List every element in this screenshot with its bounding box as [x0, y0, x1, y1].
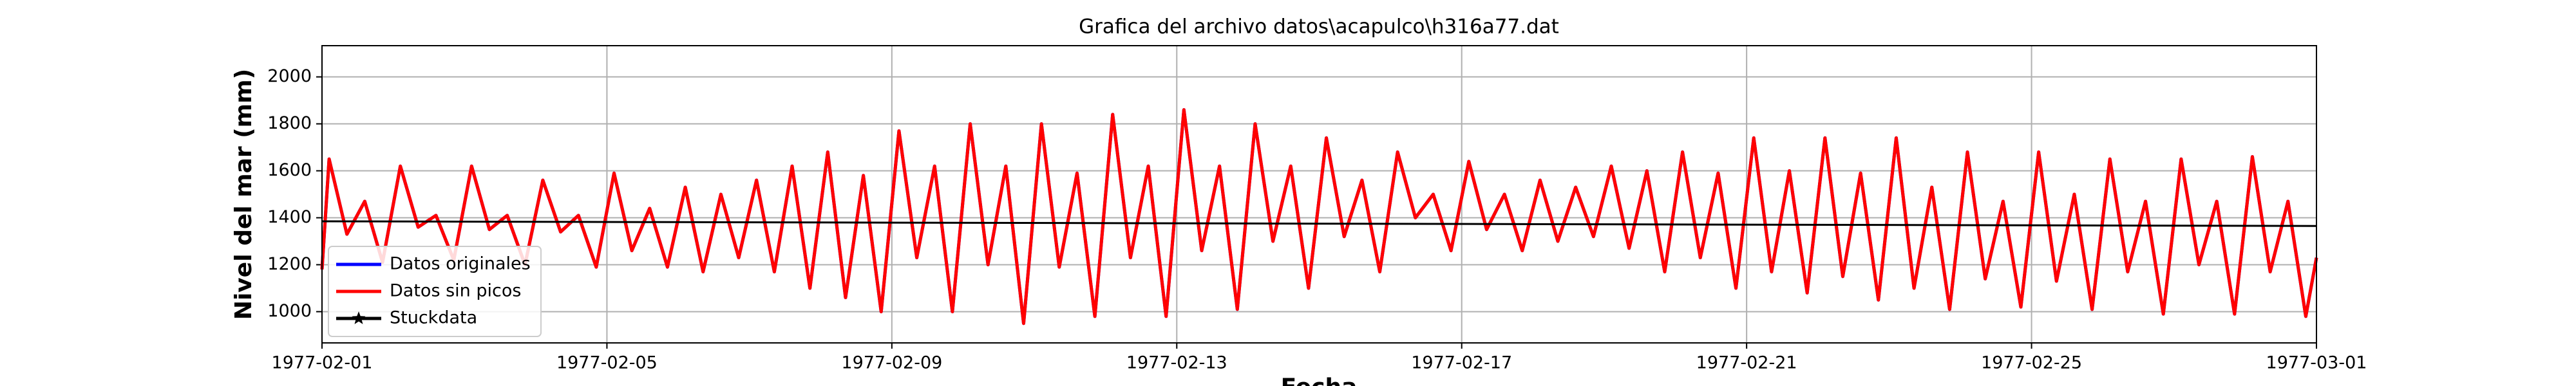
legend: Datos originales Datos sin picos Stuckdata [328, 246, 542, 337]
y-tick-label: 1200 [267, 254, 312, 274]
data-line [321, 220, 2317, 227]
x-tick-label: 1977-02-13 [1126, 353, 1227, 373]
x-tick-label: 1977-02-21 [1696, 353, 1797, 373]
y-tick-label: 1400 [267, 207, 312, 227]
legend-box [328, 246, 542, 337]
x-tick-label: 1977-02-05 [556, 353, 658, 373]
x-tick-label: 1977-02-17 [1411, 353, 1512, 373]
x-tick-label: 1977-02-09 [841, 353, 942, 373]
y-tick-label: 1600 [267, 160, 312, 180]
y-tick-label: 1800 [267, 113, 312, 133]
y-tick-label: 1000 [267, 301, 312, 321]
legend-label: Datos originales [390, 254, 531, 274]
data-line [320, 108, 2318, 326]
plot-frame [321, 45, 2317, 344]
legend-label: Datos sin picos [390, 281, 521, 301]
legend-label: Stuckdata [390, 308, 477, 328]
x-axis-label: Fecha [1281, 374, 1358, 386]
chart-title: Grafica del archivo datos\acapulco\h316a… [1079, 15, 1559, 39]
x-tick-label: 1977-02-25 [1981, 353, 2082, 373]
x-tick-label: 1977-03-01 [2266, 353, 2367, 373]
x-tick-label: 1977-02-01 [272, 353, 373, 373]
y-axis-label: Nivel del mar (mm) [231, 69, 257, 320]
legend-marker [352, 311, 366, 324]
y-tick-label: 2000 [267, 66, 312, 86]
